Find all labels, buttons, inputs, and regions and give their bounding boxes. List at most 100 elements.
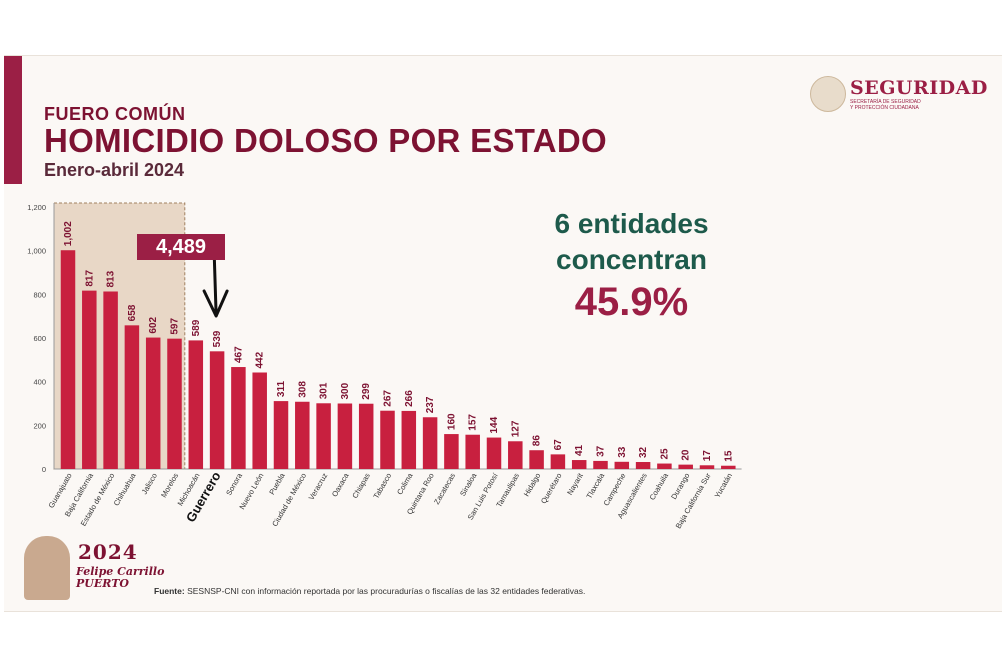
arrow-shaft (212, 249, 218, 316)
category-label: Chiapas (350, 471, 372, 500)
kicker-text: FUERO COMÚN (44, 104, 186, 124)
bar-value-label: 266 (404, 390, 415, 407)
bar-value-label: 467 (233, 346, 244, 363)
emblem-name-2: PUERTO (76, 577, 129, 590)
bar (571, 460, 587, 469)
y-tick-label: 600 (33, 334, 46, 343)
bar-value-label: 658 (127, 304, 138, 321)
bar (188, 340, 204, 469)
bar (529, 450, 544, 469)
bar (337, 403, 353, 469)
bar-value-label: 442 (255, 351, 266, 368)
bar-value-label: 308 (297, 381, 308, 398)
bar (273, 401, 289, 469)
bar (209, 351, 225, 469)
stat-line-1: 6 entidades (554, 208, 709, 239)
y-tick-label: 200 (33, 421, 46, 430)
bar-value-label: 602 (148, 316, 159, 333)
y-tick-label: 1,000 (27, 247, 46, 256)
logo-subtitle-2: Y PROTECCIÓN CIUDADANA (850, 105, 919, 111)
bar (252, 372, 267, 469)
category-label: Tlaxcala (584, 471, 606, 500)
bar-value-label: 813 (106, 270, 117, 287)
category-label: Puebla (267, 471, 287, 496)
arrow-head-icon (202, 289, 229, 318)
bar-value-label: 300 (340, 382, 351, 399)
category-label: Hidalgo (522, 472, 543, 499)
bar (593, 460, 608, 469)
bar-value-label: 589 (191, 319, 202, 336)
category-label: Nayarit (565, 471, 585, 497)
y-tick-label: 400 (33, 378, 46, 387)
bar (124, 325, 140, 469)
page-subtitle: Enero-abril 2024 (44, 160, 185, 180)
bar-value-label: 144 (489, 416, 500, 433)
bar-value-label: 267 (383, 390, 394, 407)
bar (295, 401, 310, 469)
bar (380, 410, 395, 469)
bar-value-label: 127 (510, 420, 521, 437)
bar (358, 403, 374, 469)
portrait-image (24, 536, 70, 600)
bar (550, 454, 566, 469)
category-label: Tabasco (371, 472, 393, 501)
total-badge: 4,489 (137, 234, 225, 260)
category-label: Zacatecas (432, 471, 457, 506)
category-label: Coahuila (648, 471, 671, 502)
category-label: Yucatán (713, 472, 734, 500)
bar (635, 462, 651, 469)
category-label: Oaxaca (330, 471, 351, 499)
category-label: Sinaloa (458, 471, 479, 498)
bar (444, 434, 459, 469)
bar-value-label: 37 (596, 445, 607, 457)
bar (699, 465, 715, 469)
stat-line-2: concentran (556, 244, 707, 275)
bar-value-label: 299 (361, 383, 372, 400)
page-title: HOMICIDIO DOLOSO POR ESTADO (44, 122, 608, 159)
bar-value-label: 33 (617, 446, 628, 458)
bar-value-label: 237 (425, 396, 436, 413)
bar-value-label: 20 (681, 449, 692, 461)
bar-value-label: 67 (553, 439, 564, 451)
bar-value-label: 157 (468, 414, 479, 431)
source-footer: Fuente: SESNSP-CNI con información repor… (154, 586, 585, 596)
category-label: Querétaro (539, 472, 564, 506)
bar (721, 465, 736, 469)
bar (316, 403, 331, 469)
slide: FUERO COMÚN HOMICIDIO DOLOSO POR ESTADO … (4, 55, 1002, 612)
bar (422, 417, 438, 469)
bar (486, 437, 502, 469)
bar-value-label: 311 (276, 381, 287, 398)
bar-value-label: 597 (170, 318, 181, 335)
bar (401, 410, 417, 469)
bar (465, 434, 480, 469)
bar (145, 337, 161, 469)
bar-value-label: 817 (84, 269, 95, 286)
category-label: Colima (395, 471, 415, 496)
bar-value-label: 41 (574, 444, 585, 456)
stat-callout: 6 entidades concentran 45.9% (524, 206, 739, 325)
category-label: Sonora (224, 471, 244, 497)
y-tick-label: 800 (33, 290, 46, 299)
bar (231, 367, 246, 469)
logo-subtitle-1: SECRETARÍA DE SEGURIDAD (850, 99, 921, 105)
bar-value-label: 301 (319, 382, 330, 399)
bar-value-label: 17 (702, 450, 713, 462)
y-tick-label: 1,200 (27, 203, 46, 212)
category-label: Veracruz (307, 471, 330, 501)
accent-bar (4, 56, 22, 184)
bar (82, 290, 97, 469)
bar-value-label: 86 (532, 435, 543, 447)
bar (103, 291, 118, 469)
seal-icon (810, 76, 846, 112)
seguridad-logo: SEGURIDAD SECRETARÍA DE SEGURIDAD Y PROT… (810, 76, 987, 112)
source-text: SESNSP-CNI con información reportada por… (187, 586, 586, 596)
bar-value-label: 1,002 (63, 221, 74, 246)
bar-value-label: 25 (659, 448, 670, 460)
bar-value-label: 539 (212, 330, 223, 347)
y-tick-label: 0 (42, 465, 46, 474)
bar (657, 463, 672, 469)
source-label: Fuente: (154, 586, 185, 596)
logo-word: SEGURIDAD (850, 77, 988, 99)
bar (678, 464, 693, 469)
